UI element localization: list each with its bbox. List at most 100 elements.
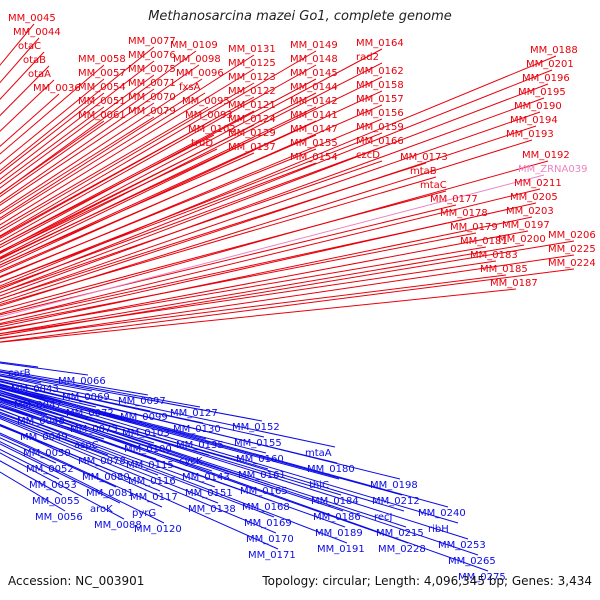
label-leader: [0, 139, 533, 307]
gene-label: MM_0044: [13, 27, 61, 38]
gene-label: MM_0048: [17, 416, 65, 427]
label-leader: [0, 387, 459, 524]
gene-label: MM_0198: [370, 480, 418, 491]
label-leader: [0, 97, 545, 297]
gene-label: MM_0080: [82, 472, 130, 483]
gene-label: MM_0077: [128, 36, 176, 47]
gene-label: MM_0075: [128, 64, 176, 75]
label-leader: [0, 64, 105, 155]
gene-label: MM_0240: [418, 508, 466, 519]
label-leader: [0, 384, 97, 408]
label-leader: [0, 146, 383, 289]
gene-label: MM_0093: [185, 110, 233, 121]
gene-label: MM_0155: [290, 138, 338, 149]
gene-label: rad2: [356, 52, 379, 63]
gene-label: MM_0173: [400, 152, 448, 163]
gene-label: otaB: [23, 55, 46, 66]
label-leader: [0, 268, 575, 343]
label-leader: [0, 371, 263, 422]
gene-label: cycK: [179, 456, 203, 467]
label-leader: [0, 448, 60, 480]
label-leader: [0, 120, 317, 266]
gene-label: MM_0197: [502, 220, 550, 231]
gene-label: MM_0253: [438, 540, 486, 551]
gene-label: MM_0184: [311, 496, 359, 507]
label-leader: [0, 424, 279, 550]
label-leader: [0, 399, 409, 544]
gene-label: MM_0141: [290, 110, 338, 121]
label-leader: [0, 416, 219, 504]
gene-label: MM_0130: [173, 424, 221, 435]
label-leader: [0, 415, 109, 456]
gene-label: MM_0169: [244, 518, 292, 529]
label-leader: [0, 471, 66, 512]
gene-label: MM_0164: [356, 38, 404, 49]
label-leader: [0, 106, 317, 260]
gene-label: MM_0053: [29, 480, 77, 491]
gene-label: recJ: [374, 512, 393, 523]
gene-label: MM_0098: [173, 54, 221, 65]
gene-label: MM_0166: [356, 136, 404, 147]
label-leader: [0, 415, 159, 476]
label-leader: [0, 369, 149, 396]
label-leader: [0, 441, 165, 524]
gene-label: MM_0159: [356, 122, 404, 133]
gene-label: MM_0189: [315, 528, 363, 539]
label-leader: [0, 88, 155, 198]
label-leader: [0, 78, 105, 165]
label-leader: [0, 160, 383, 294]
label-leader: [0, 90, 383, 268]
label-leader: [0, 106, 105, 185]
label-leader: [0, 50, 317, 237]
gene-label: MM_0109: [170, 40, 218, 51]
gene-label: MM_0049: [20, 432, 68, 443]
gene-label: MM_0137: [228, 142, 276, 153]
gene-label: MM_0095: [182, 96, 230, 107]
gene-label: MM_0135: [176, 440, 224, 451]
gene-label: MM_0051: [78, 96, 126, 107]
gene-label: MM_0201: [526, 59, 574, 70]
gene-label: MM_0100: [124, 444, 172, 455]
gene-label: MM_0143: [182, 472, 230, 483]
gene-label: MM_0076: [128, 50, 176, 61]
label-leader: [0, 413, 51, 432]
gene-label: MM_0192: [522, 150, 570, 161]
gene-label: otaC: [18, 41, 41, 52]
gene-label: MM_0123: [228, 72, 276, 83]
label-leader: [0, 54, 255, 219]
gene-label: MM_0088: [94, 520, 142, 531]
label-leader: [0, 443, 121, 504]
gene-label: MM_0054: [78, 82, 126, 93]
label-leader: [0, 390, 469, 540]
gene-label: fxsA: [179, 82, 201, 93]
label-leader-lines: [0, 23, 575, 572]
gene-label: MM_0116: [128, 476, 176, 487]
label-leader: [0, 393, 479, 556]
gene-label: MM_0203: [506, 206, 554, 217]
gene-label: MM_0265: [448, 556, 496, 567]
label-leader: [0, 405, 273, 502]
gene-label: MM_0157: [356, 94, 404, 105]
gene-label: MM_0165: [240, 486, 288, 497]
gene-label: MM_ZRNA039: [518, 164, 587, 175]
gene-label: MM_0102: [188, 124, 236, 135]
gene-label: MM_0117: [130, 492, 178, 503]
label-leader: [0, 362, 89, 376]
gene-label: MM_0097: [118, 396, 166, 407]
gene-label: MM_0168: [242, 502, 290, 513]
gene-label: MM_0147: [290, 124, 338, 135]
gene-label: MM_0125: [228, 58, 276, 69]
label-leader: [0, 383, 449, 508]
gene-label: MM_0099: [120, 412, 168, 423]
label-leader: [0, 288, 517, 343]
label-leader: [0, 69, 553, 290]
gene-label: MM_0148: [290, 54, 338, 65]
label-leader: [0, 174, 545, 318]
label-leader: [0, 64, 200, 204]
gene-label: MM_0120: [134, 524, 182, 535]
gene-label: MM_0121: [228, 100, 276, 111]
gene-label: MM_0186: [313, 512, 361, 523]
label-leader: [0, 216, 533, 328]
